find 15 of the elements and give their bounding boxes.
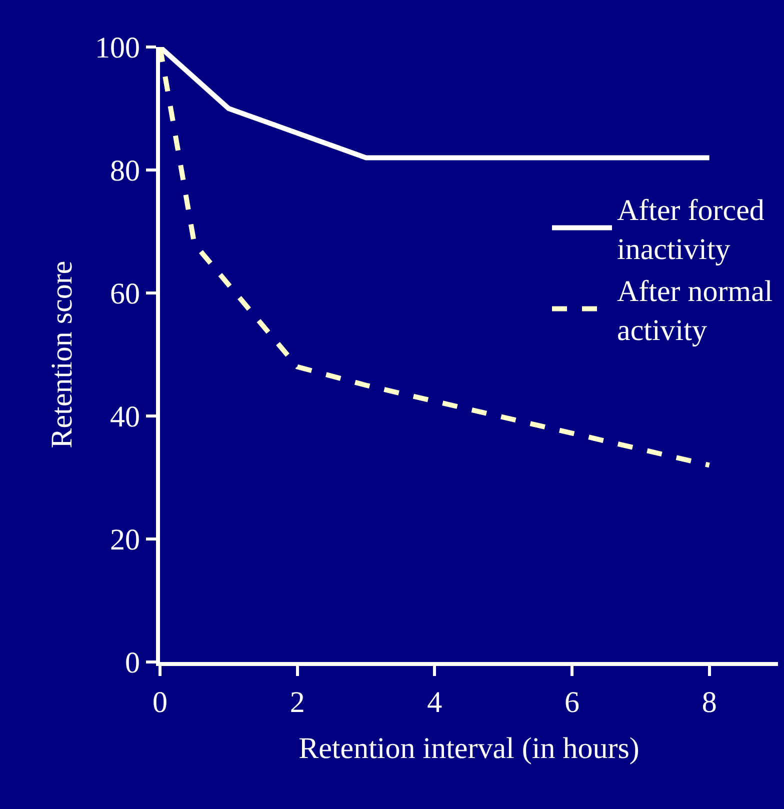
y-axis-title: Retention score: [46, 260, 78, 448]
y-tick-label: 20: [110, 524, 140, 556]
x-tick-label: 6: [564, 686, 580, 719]
y-tick-label: 80: [110, 154, 140, 188]
x-tick-label: 8: [702, 686, 717, 719]
y-tick-label: 40: [110, 400, 140, 434]
legend-label: After normal activity: [617, 275, 773, 347]
x-tick-label: 4: [427, 686, 442, 719]
y-tick-label: 100: [95, 32, 140, 64]
x-tick-label: 0: [152, 686, 168, 719]
y-tick-label: 0: [125, 646, 140, 680]
x-axis-title: Retention interval (in hours): [298, 732, 640, 765]
y-tick-label: 60: [110, 278, 140, 310]
x-tick-label: 2: [290, 686, 305, 719]
legend-label: After forced inactivity: [617, 194, 764, 266]
